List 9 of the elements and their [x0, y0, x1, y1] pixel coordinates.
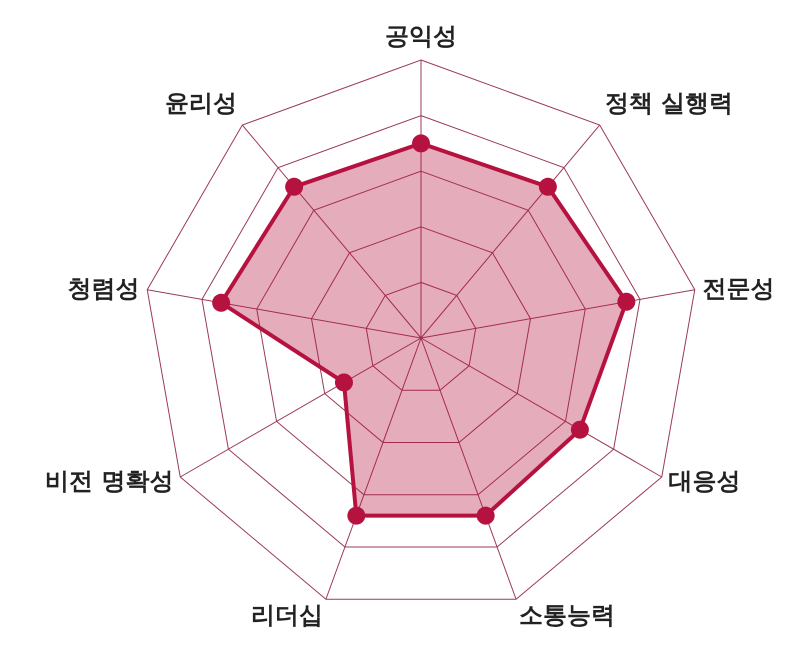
spoke-label: 비전 명확성	[44, 467, 174, 495]
spoke-label: 소통능력	[518, 600, 615, 629]
spoke-label: 리더십	[251, 600, 324, 629]
spoke-label: 전문성	[702, 274, 775, 302]
spoke-label: 청렴성	[67, 274, 140, 302]
spoke-label: 공익성	[385, 22, 457, 50]
spoke-label: 대응성	[668, 467, 741, 495]
spoke-label: 윤리성	[165, 88, 238, 117]
spoke-label: 정책 실행력	[604, 88, 734, 117]
